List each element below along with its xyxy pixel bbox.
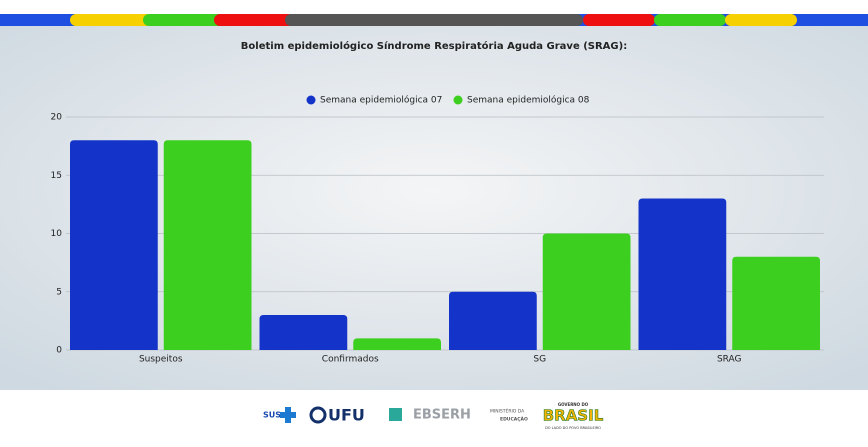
logo-text: EBSERH [413, 408, 471, 423]
legend-label: Semana epidemiológica 08 [467, 95, 590, 106]
logo-text: SUS [263, 411, 281, 420]
y-tick-label: 0 [56, 346, 62, 356]
bar [259, 315, 348, 350]
bar [449, 291, 537, 350]
color-stripe [0, 14, 868, 26]
logo-text: GOVERNO DO [558, 402, 589, 407]
x-tick-label: SG [533, 355, 546, 365]
legend-marker [453, 95, 463, 105]
bar [732, 256, 820, 350]
bar [638, 198, 727, 350]
y-tick-label: 20 [51, 113, 63, 123]
logo-text: UFU [328, 406, 365, 425]
logo-text: MINISTÉRIO DA [490, 407, 525, 415]
legend-label: Semana epidemiológica 07 [320, 95, 442, 106]
y-tick-label: 10 [51, 229, 63, 239]
x-tick-label: SRAG [717, 355, 742, 365]
footer-logos: SUS UFU EBSERH MINISTÉRIO DA EDUCAÇÃO GO… [263, 402, 604, 430]
logo-icon [309, 406, 327, 424]
legend-marker [306, 95, 316, 105]
x-tick-label: Confirmados [322, 355, 379, 365]
bar [70, 140, 158, 350]
logo-icon [280, 407, 296, 423]
logo-text: EDUCAÇÃO [500, 416, 528, 423]
chart-title: Boletim epidemiológico Síndrome Respirat… [241, 40, 627, 52]
y-tick-label: 5 [56, 287, 62, 297]
bar [353, 338, 441, 350]
logo-icon [389, 408, 402, 421]
logo-text: BRASIL [543, 407, 604, 425]
logo-text: DO LADO DO POVO BRASILEIRO [545, 426, 601, 430]
y-tick-label: 15 [51, 171, 62, 181]
bar [542, 233, 631, 350]
bar [163, 140, 252, 350]
x-tick-label: Suspeitos [139, 355, 183, 365]
